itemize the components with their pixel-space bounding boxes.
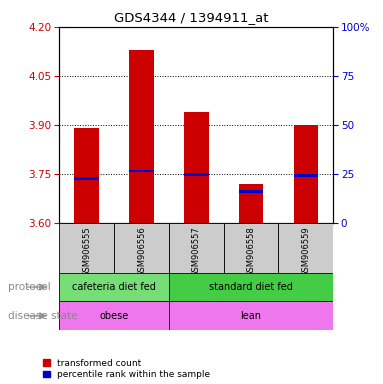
Bar xyxy=(59,301,169,330)
Bar xyxy=(129,170,154,172)
Text: GSM906557: GSM906557 xyxy=(192,227,201,278)
Bar xyxy=(74,177,99,180)
Text: standard diet fed: standard diet fed xyxy=(209,282,293,292)
Text: disease state: disease state xyxy=(8,311,77,321)
Text: GSM906559: GSM906559 xyxy=(301,227,310,277)
Bar xyxy=(278,223,333,273)
Text: GSM906558: GSM906558 xyxy=(247,227,255,278)
Text: GDS4344 / 1394911_at: GDS4344 / 1394911_at xyxy=(114,12,269,25)
Text: cafeteria diet fed: cafeteria diet fed xyxy=(72,282,156,292)
Bar xyxy=(169,301,333,330)
Bar xyxy=(114,223,169,273)
Bar xyxy=(129,50,154,223)
Bar xyxy=(239,184,264,223)
Legend: transformed count, percentile rank within the sample: transformed count, percentile rank withi… xyxy=(43,359,210,379)
Bar xyxy=(169,223,224,273)
Bar xyxy=(169,273,333,301)
Bar xyxy=(59,223,114,273)
Text: protocol: protocol xyxy=(8,282,51,292)
Text: lean: lean xyxy=(241,311,262,321)
Bar xyxy=(293,125,318,223)
Text: GSM906555: GSM906555 xyxy=(82,227,91,277)
Text: GSM906556: GSM906556 xyxy=(137,227,146,278)
Bar xyxy=(184,173,209,176)
Bar xyxy=(239,190,264,193)
Bar xyxy=(59,273,169,301)
Bar xyxy=(224,223,278,273)
Bar xyxy=(184,112,209,223)
Bar xyxy=(74,128,99,223)
Text: obese: obese xyxy=(100,311,129,321)
Bar xyxy=(293,174,318,177)
